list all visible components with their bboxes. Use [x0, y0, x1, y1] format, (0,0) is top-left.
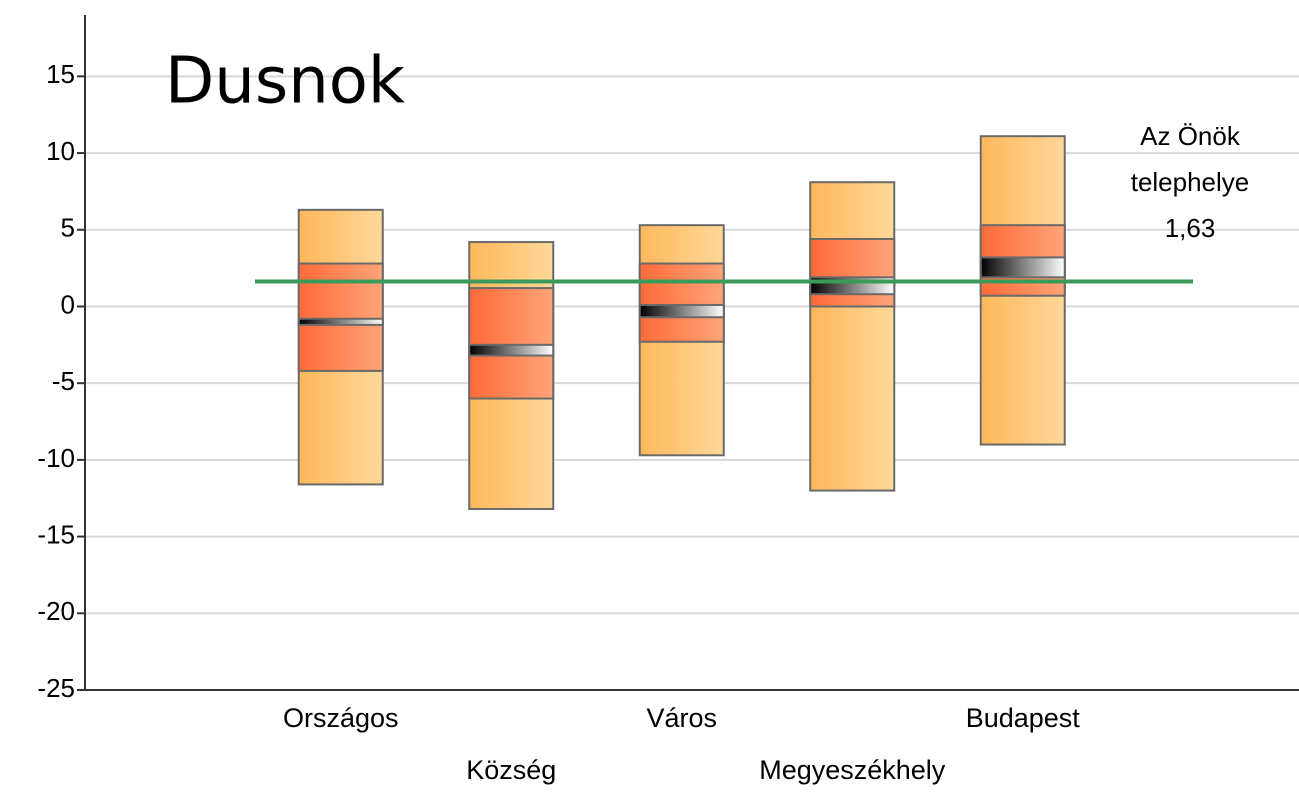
y-tick-label: -15: [37, 519, 75, 549]
x-tick-label: Város: [646, 703, 717, 733]
y-tick-label: 0: [61, 289, 75, 319]
chart-title: Dusnok: [165, 45, 405, 119]
y-tick-label: 10: [46, 136, 75, 166]
y-tick-label: -25: [37, 673, 75, 703]
y-tick-label: -10: [37, 443, 75, 473]
reference-value-label: 1,63: [1165, 213, 1216, 243]
reference-label: telephelye: [1131, 167, 1250, 197]
box-median-band: [468, 343, 555, 357]
box-range: [809, 181, 896, 492]
box-quartiles: [638, 262, 725, 343]
x-tick-label: Község: [466, 755, 556, 785]
y-tick-label: -5: [52, 366, 75, 396]
y-tick-label: -20: [37, 596, 75, 626]
box-quartiles: [468, 287, 555, 400]
x-tick-label: Országos: [283, 703, 399, 733]
box-median-band: [979, 256, 1066, 279]
y-tick-label: 5: [61, 213, 75, 243]
plot: [255, 135, 1193, 510]
box-median-band: [297, 317, 384, 326]
box-median-band: [638, 303, 725, 319]
reference-label: Az Önök: [1140, 121, 1241, 151]
x-tick-label: Budapest: [966, 703, 1081, 733]
y-tick-label: 15: [46, 59, 75, 89]
box-quartiles: [809, 237, 896, 308]
x-tick-label: Megyeszékhely: [759, 755, 946, 785]
